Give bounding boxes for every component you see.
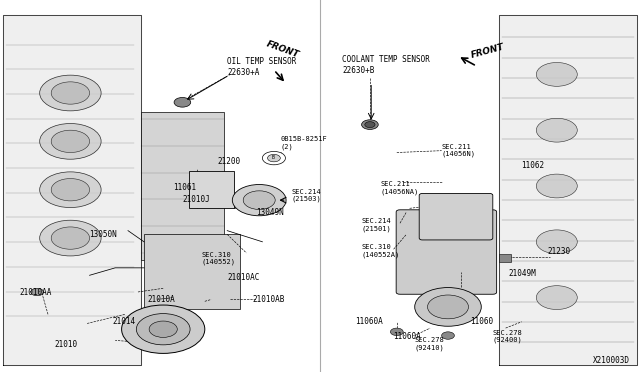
Text: 21010AC: 21010AC xyxy=(227,273,260,282)
Circle shape xyxy=(362,120,378,129)
Circle shape xyxy=(442,332,454,339)
Text: SEC.214
(21503): SEC.214 (21503) xyxy=(291,189,321,202)
Bar xyxy=(144,234,240,309)
Text: 11060A: 11060A xyxy=(355,317,383,326)
Text: OIL TEMP SENSOR
22630+A: OIL TEMP SENSOR 22630+A xyxy=(227,57,296,77)
Text: SEC.278
(92400): SEC.278 (92400) xyxy=(493,330,522,343)
Text: 21010AA: 21010AA xyxy=(19,288,52,296)
Circle shape xyxy=(536,118,577,142)
Circle shape xyxy=(149,321,177,337)
Circle shape xyxy=(40,124,101,159)
Circle shape xyxy=(365,122,375,128)
Text: 13049N: 13049N xyxy=(256,208,284,217)
Circle shape xyxy=(40,220,101,256)
Text: 21230: 21230 xyxy=(547,247,570,256)
Text: B: B xyxy=(272,155,275,160)
Circle shape xyxy=(268,154,280,162)
Text: SEC.310
(140552): SEC.310 (140552) xyxy=(202,252,236,265)
Circle shape xyxy=(122,305,205,353)
Circle shape xyxy=(415,288,481,326)
Bar xyxy=(189,171,234,208)
Text: SEC.310
(140552A): SEC.310 (140552A) xyxy=(362,244,400,258)
Circle shape xyxy=(536,174,577,198)
Text: 0B15B-8251F
(2): 0B15B-8251F (2) xyxy=(280,137,327,150)
Circle shape xyxy=(536,286,577,310)
Text: 21010: 21010 xyxy=(54,340,77,349)
Text: FRONT: FRONT xyxy=(266,39,301,60)
Bar xyxy=(499,254,511,262)
Text: SEC.211
(14056N): SEC.211 (14056N) xyxy=(442,144,476,157)
Text: SEC.214
(21501): SEC.214 (21501) xyxy=(362,218,391,232)
Text: 11060A: 11060A xyxy=(394,332,421,341)
FancyBboxPatch shape xyxy=(419,193,493,240)
Circle shape xyxy=(428,295,468,319)
Text: 21010A: 21010A xyxy=(147,295,175,304)
Text: 21014: 21014 xyxy=(112,317,135,326)
Circle shape xyxy=(174,97,191,107)
Text: 21010J: 21010J xyxy=(182,195,210,203)
Circle shape xyxy=(51,82,90,104)
Circle shape xyxy=(536,62,577,86)
Text: SEC.278
(92410): SEC.278 (92410) xyxy=(415,337,444,351)
Circle shape xyxy=(51,130,90,153)
FancyBboxPatch shape xyxy=(396,210,497,294)
Text: 11062: 11062 xyxy=(522,161,545,170)
Circle shape xyxy=(51,227,90,249)
Bar xyxy=(141,112,224,260)
Text: X210003D: X210003D xyxy=(593,356,630,365)
Circle shape xyxy=(136,314,190,345)
Circle shape xyxy=(390,328,403,336)
Circle shape xyxy=(232,185,286,216)
Circle shape xyxy=(262,151,285,165)
Circle shape xyxy=(40,172,101,208)
Text: 11060: 11060 xyxy=(470,317,493,326)
Text: 21010AB: 21010AB xyxy=(253,295,285,304)
Polygon shape xyxy=(3,15,141,365)
Text: 11061: 11061 xyxy=(173,183,196,192)
Circle shape xyxy=(51,179,90,201)
Text: 21200: 21200 xyxy=(218,157,241,166)
Text: COOLANT TEMP SENSOR
22630+B: COOLANT TEMP SENSOR 22630+B xyxy=(342,55,430,75)
Polygon shape xyxy=(499,15,637,365)
Text: 13050N: 13050N xyxy=(90,230,117,239)
Text: SEC.211
(14056NA): SEC.211 (14056NA) xyxy=(381,181,419,195)
Circle shape xyxy=(536,230,577,254)
Text: 21049M: 21049M xyxy=(509,269,536,278)
Circle shape xyxy=(31,288,44,296)
Circle shape xyxy=(243,191,275,209)
Circle shape xyxy=(40,75,101,111)
Text: FRONT: FRONT xyxy=(470,42,506,60)
